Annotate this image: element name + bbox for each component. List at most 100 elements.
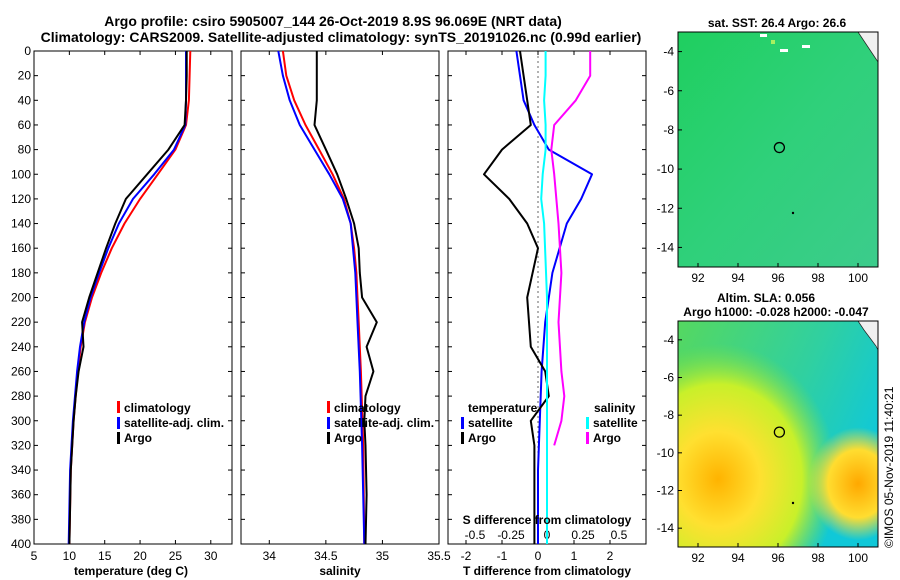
legend-clim-swatch bbox=[327, 401, 330, 413]
series-temperature-argo bbox=[483, 50, 550, 544]
map-y-tick-label: -10 bbox=[657, 162, 675, 176]
map-y-tick-label: -10 bbox=[657, 446, 675, 460]
sst-missing-pixel bbox=[802, 45, 810, 48]
series-salinity-satellite bbox=[540, 51, 548, 544]
x-tick-label: 5 bbox=[31, 549, 38, 563]
sla-map-title-2: Argo h1000: -0.028 h2000: -0.047 bbox=[683, 305, 869, 319]
y-tick-label: 260 bbox=[11, 364, 31, 378]
map-y-tick-label: -8 bbox=[663, 123, 674, 137]
argo-position-marker bbox=[773, 141, 786, 154]
map-y-tick-label: -14 bbox=[657, 240, 675, 254]
map-x-tick-label: 96 bbox=[771, 551, 785, 565]
difference-top-label: S difference from climatology bbox=[463, 513, 632, 527]
temperature-plot: 0 20 40 60 80 100 120 140 160 180 200 220 240 260 280 3… bbox=[11, 44, 232, 563]
map-x-tick-label: 92 bbox=[691, 271, 705, 285]
sst-map bbox=[678, 31, 879, 267]
y-tick-label: 280 bbox=[11, 389, 31, 403]
x-tick-label: 0 bbox=[535, 549, 542, 563]
x-tick-label: -1 bbox=[497, 549, 508, 563]
argo-position-marker bbox=[773, 426, 786, 438]
sst-warm-pixel bbox=[771, 40, 775, 44]
legend-s-sat-swatch bbox=[586, 417, 589, 429]
y-tick-label: 300 bbox=[11, 414, 31, 428]
y-tick-label: 60 bbox=[18, 118, 32, 132]
legend-t-sat-label: satellite bbox=[468, 416, 513, 430]
map-y-tick-label: -12 bbox=[657, 484, 675, 498]
legend-t-argo-swatch bbox=[461, 432, 464, 444]
y-tick-label: 0 bbox=[24, 44, 31, 58]
x-tick-label: 1 bbox=[571, 549, 578, 563]
title-line-2: Climatology: CARS2009. Satellite-adjuste… bbox=[41, 29, 642, 45]
sla-map bbox=[678, 320, 879, 547]
sst-island bbox=[791, 211, 795, 215]
temperature-panel bbox=[33, 50, 233, 545]
map-y-tick-label: -4 bbox=[663, 45, 674, 59]
x-tick-label: 30 bbox=[204, 549, 218, 563]
legend-argo-swatch bbox=[327, 432, 330, 444]
sst-map-title: sat. SST: 26.4 Argo: 26.6 bbox=[708, 16, 847, 30]
series-salinity-argo bbox=[550, 51, 592, 446]
legend-t-sat-swatch bbox=[461, 417, 464, 429]
legend-s-sat-label: satellite bbox=[593, 416, 638, 430]
y-tick-label: 240 bbox=[11, 340, 31, 354]
sla-island bbox=[791, 501, 795, 505]
temperature-xlabel: temperature (deg C) bbox=[74, 564, 188, 578]
x-tick-label: 15 bbox=[98, 549, 112, 563]
x-tick-label: 10 bbox=[63, 549, 77, 563]
legend-s-argo-label: Argo bbox=[593, 431, 621, 445]
y-tick-label: 40 bbox=[18, 93, 32, 107]
x-tick-label: 35.5 bbox=[427, 549, 451, 563]
map-x-tick-label: 98 bbox=[811, 271, 825, 285]
y-tick-label: 200 bbox=[11, 291, 31, 305]
x-tick-label: 34.5 bbox=[314, 549, 338, 563]
legend-t-argo-label: Argo bbox=[468, 431, 496, 445]
temperature-legend: climatology satellite-adj. clim. Argo bbox=[117, 401, 224, 445]
sst-field bbox=[678, 32, 878, 267]
y-tick-label: 120 bbox=[11, 192, 31, 206]
legend-argo-swatch bbox=[117, 432, 120, 444]
map-x-tick-label: 94 bbox=[731, 551, 745, 565]
y-tick-label: 340 bbox=[11, 463, 31, 477]
map-x-tick-label: 96 bbox=[771, 271, 785, 285]
salinity-legend: climatology satellite-adj. clim. Argo bbox=[327, 401, 434, 445]
map-y-tick-label: -8 bbox=[663, 408, 674, 422]
sla-map-title-1: Altim. SLA: 0.056 bbox=[717, 291, 815, 305]
y-tick-label: 360 bbox=[11, 488, 31, 502]
legend-argo-label: Argo bbox=[124, 431, 152, 445]
sst-missing-pixel bbox=[760, 34, 767, 37]
map-x-tick-label: 100 bbox=[848, 551, 868, 565]
legend-sat-label: satellite-adj. clim. bbox=[124, 416, 224, 430]
legend-temperature-heading: temperature bbox=[468, 401, 538, 415]
x-tick-label: 25 bbox=[169, 549, 183, 563]
series-argo bbox=[68, 51, 188, 545]
top-tick-label: 0.25 bbox=[571, 528, 595, 542]
x-tick-label: 35 bbox=[376, 549, 390, 563]
sst-missing-pixel bbox=[780, 49, 788, 52]
difference-xlabel: T difference from climatology bbox=[463, 564, 631, 578]
y-tick-label: 220 bbox=[11, 315, 31, 329]
x-tick-label: 34 bbox=[263, 549, 277, 563]
legend-s-argo-swatch bbox=[586, 432, 589, 444]
map-x-tick-label: 92 bbox=[691, 551, 705, 565]
salinity-plot: 34 34.5 35 35.5 bbox=[241, 50, 451, 563]
difference-plot: -2 -1 0 1 2-0.5 -0.25 0 0.25 0.5 bbox=[448, 50, 646, 563]
legend-clim-swatch bbox=[117, 401, 120, 413]
title-line-1: Argo profile: csiro 5905007_144 26-Oct-2… bbox=[104, 13, 562, 29]
legend-sat-swatch bbox=[117, 417, 120, 429]
top-tick-label: 0.5 bbox=[611, 528, 628, 542]
y-tick-label: 140 bbox=[11, 217, 31, 231]
y-tick-label: 20 bbox=[18, 69, 32, 83]
legend-sat-label: satellite-adj. clim. bbox=[334, 416, 434, 430]
y-tick-label: 380 bbox=[11, 512, 31, 526]
legend-clim-label: climatology bbox=[334, 401, 401, 415]
sst-map-axes: 92 94 96 98 100 -4 -6 -8 -10 -12 -14 bbox=[657, 45, 869, 285]
legend-argo-label: Argo bbox=[334, 431, 362, 445]
map-y-tick-label: -4 bbox=[663, 333, 674, 347]
series-satellite-adj-clim- bbox=[277, 50, 366, 545]
sla-map-axes: 92 94 96 98 100 -4 -6 -8 -10 -12 -14 bbox=[657, 333, 869, 565]
x-tick-label: -2 bbox=[461, 549, 472, 563]
map-x-tick-label: 98 bbox=[811, 551, 825, 565]
salinity-xlabel: salinity bbox=[319, 564, 361, 578]
y-tick-label: 400 bbox=[11, 537, 31, 551]
legend-salinity-heading: salinity bbox=[594, 401, 636, 415]
